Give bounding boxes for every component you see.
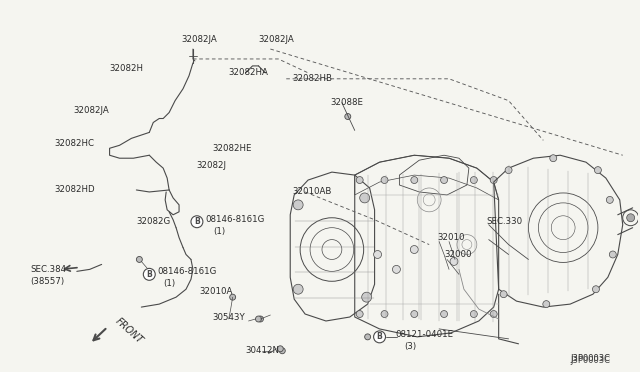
Circle shape [490,311,497,318]
Circle shape [470,177,477,183]
Text: SEC.384: SEC.384 [30,265,67,274]
Circle shape [450,257,458,265]
Text: 32082JA: 32082JA [74,106,109,115]
Circle shape [230,294,236,300]
Circle shape [293,200,303,210]
Circle shape [411,177,418,183]
Circle shape [470,311,477,318]
Text: 32082HA: 32082HA [228,68,269,77]
Text: 32082HD: 32082HD [54,186,95,195]
Text: 32010AB: 32010AB [292,187,332,196]
Text: 32082HE: 32082HE [213,144,252,153]
Circle shape [356,311,363,318]
Circle shape [440,177,447,183]
Text: B: B [147,270,152,279]
Text: B: B [377,332,383,341]
Circle shape [381,311,388,318]
Circle shape [191,216,203,228]
Text: 32082H: 32082H [109,64,143,73]
Text: (38557): (38557) [30,277,64,286]
Circle shape [595,167,602,174]
Text: 32082HC: 32082HC [54,139,94,148]
Circle shape [490,177,497,183]
Text: (1): (1) [213,227,225,236]
Circle shape [627,214,635,222]
Text: 08121-0401E: 08121-0401E [396,330,454,339]
Circle shape [277,346,284,352]
Text: (3): (3) [404,342,417,351]
Text: 32000: 32000 [444,250,472,259]
Circle shape [550,155,557,162]
Circle shape [440,311,447,318]
Circle shape [374,250,381,259]
Text: J3P0003C: J3P0003C [570,354,610,363]
Circle shape [411,311,418,318]
Circle shape [293,284,303,294]
Text: B: B [194,217,200,226]
Text: 32082J: 32082J [196,161,226,170]
Text: 32082HB: 32082HB [292,74,332,83]
Text: SEC.330: SEC.330 [487,217,523,226]
Circle shape [500,291,507,298]
Text: J3P0003C: J3P0003C [570,356,610,365]
Circle shape [543,301,550,308]
Text: 32082JA: 32082JA [259,35,294,44]
Text: FRONT: FRONT [113,316,145,346]
Text: 08146-8161G: 08146-8161G [206,215,265,224]
Text: 30543Y: 30543Y [213,312,246,321]
Circle shape [143,268,156,280]
Text: 32082JA: 32082JA [181,35,217,44]
Text: 08146-8161G: 08146-8161G [157,267,216,276]
Text: 32088E: 32088E [330,98,363,107]
Circle shape [381,177,388,183]
Circle shape [410,246,419,253]
Circle shape [365,334,371,340]
Circle shape [505,167,512,174]
Circle shape [345,113,351,119]
Circle shape [360,193,370,203]
Circle shape [255,316,262,322]
Text: 32010: 32010 [437,233,465,242]
Circle shape [609,251,616,258]
Text: 32010A: 32010A [199,287,232,296]
Text: (1): (1) [163,279,175,288]
Circle shape [279,348,285,354]
Circle shape [606,196,613,203]
Text: 30412N: 30412N [246,346,280,355]
Circle shape [593,286,600,293]
Circle shape [257,316,264,322]
Circle shape [392,265,401,273]
Circle shape [356,177,363,183]
Circle shape [362,292,372,302]
Circle shape [136,256,142,262]
Circle shape [374,331,385,343]
Text: 32082G: 32082G [136,217,171,226]
